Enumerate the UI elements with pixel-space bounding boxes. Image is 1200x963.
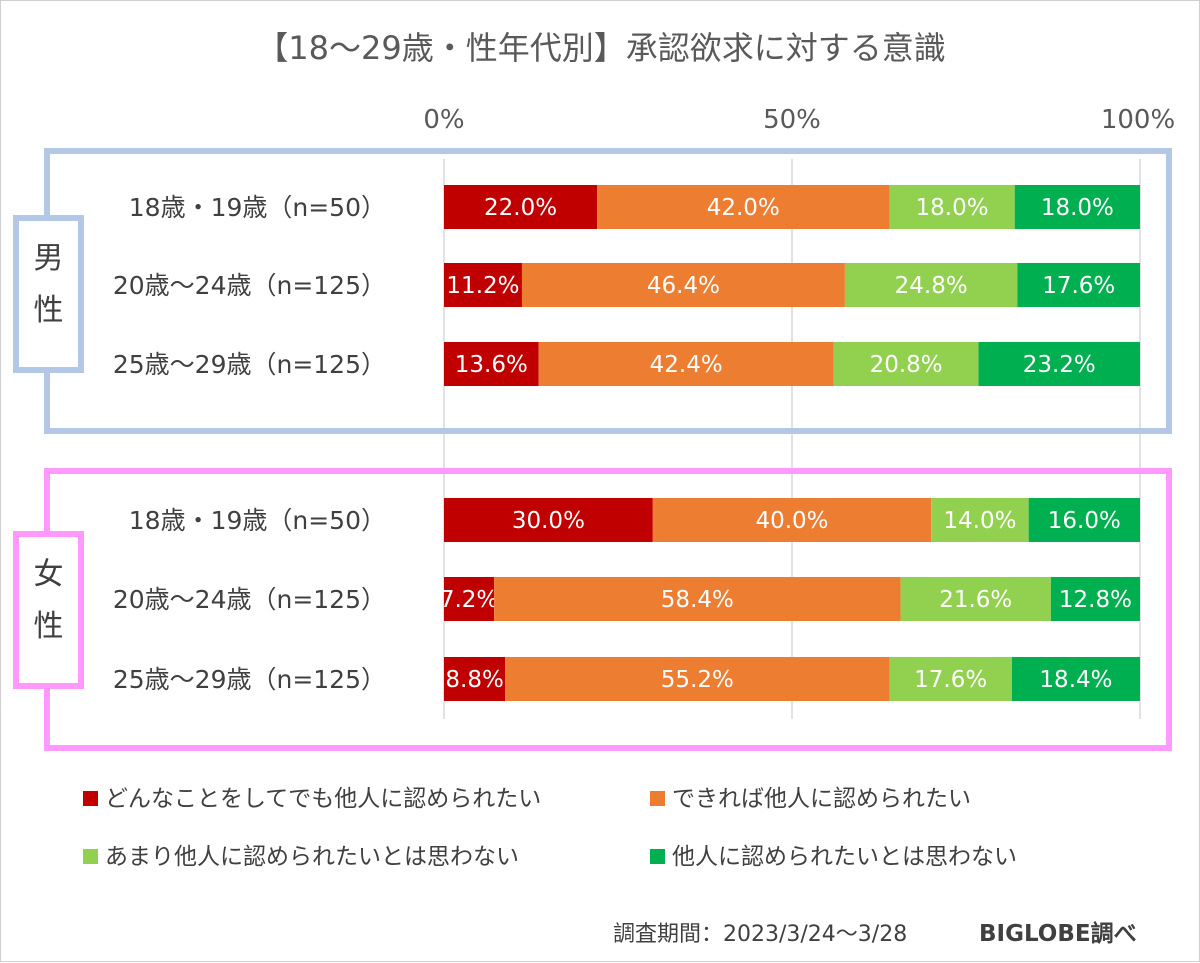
data-label: 55.2% [661, 667, 734, 693]
bar-row: 18歳・19歳（n=50） 22.0% 42.0% 18.0% 18.0% [129, 185, 1140, 229]
data-label: 20.8% [870, 352, 943, 378]
legend-swatch [83, 849, 98, 864]
bar-row: 18歳・19歳（n=50） 30.0% 40.0% 14.0% 16.0% [129, 498, 1140, 542]
x-tick-label: 100% [1101, 105, 1175, 135]
category-label: 25歳〜29歳（n=125） [113, 665, 386, 694]
bar-segment [833, 342, 979, 386]
bars: 18歳・19歳（n=50） 22.0% 42.0% 18.0% 18.0% 20歳〜24歳… [113, 185, 1140, 701]
data-label: 42.4% [650, 352, 723, 378]
data-label: 58.4% [661, 587, 734, 613]
group-label: 男性 [34, 241, 64, 328]
legend-label: あまり他人に認められたいとは思わない [105, 844, 519, 870]
bar-segment [444, 263, 522, 307]
data-label: 42.0% [707, 195, 780, 221]
legend-label: できれば他人に認められたい [672, 786, 971, 812]
x-tick-label: 0% [423, 105, 464, 135]
bar-segment [889, 185, 1015, 229]
chart-title: 【18〜29歳・性年代別】承認欲求に対する意識 [256, 29, 945, 67]
bar-segment [505, 657, 890, 701]
bar-segment [1011, 657, 1140, 701]
data-label: 21.6% [939, 587, 1012, 613]
legend-swatch [650, 849, 665, 864]
group-label-box [13, 531, 84, 689]
category-label: 20歳〜24歳（n=125） [113, 271, 386, 300]
data-label: 22.0% [484, 195, 557, 221]
legend-swatch [83, 791, 98, 806]
gridlines [443, 159, 1141, 719]
bar-row: 25歳〜29歳（n=125） 13.6% 42.4% 20.8% 23.2% [113, 342, 1140, 386]
survey-period: 調査期間：2023/3/24〜3/28 [613, 922, 907, 947]
data-label: 17.6% [914, 667, 987, 693]
data-label: 18.4% [1039, 667, 1112, 693]
legend-label: 他人に認められたいとは思わない [672, 844, 1017, 870]
bar-segment [444, 185, 598, 229]
category-label: 20歳〜24歳（n=125） [113, 585, 386, 614]
data-label: 14.0% [943, 508, 1016, 534]
legend-item: あまり他人に認められたいとは思わない [83, 844, 519, 870]
x-axis-ticks: 0% 50% 100% [423, 105, 1175, 135]
bar-segment [538, 342, 834, 386]
data-label: 7.2% [440, 587, 498, 613]
legend-item: できれば他人に認められたい [650, 786, 971, 812]
category-label: 25歳〜29歳（n=125） [113, 350, 386, 379]
bar-row: 25歳〜29歳（n=125） 8.8% 55.2% 17.6% 18.4% [113, 657, 1140, 701]
bar-segment [1014, 185, 1140, 229]
data-label: 24.8% [895, 273, 968, 299]
legend-swatch [650, 791, 665, 806]
data-label: 23.2% [1023, 352, 1096, 378]
bar-row: 20歳〜24歳（n=125） 7.2% 58.4% 21.6% 12.8% [113, 577, 1140, 621]
legend-label: どんなことをしてでも他人に認められたい [105, 786, 541, 812]
bar-segment [521, 263, 845, 307]
data-label: 12.8% [1059, 587, 1132, 613]
bar-segment [844, 263, 1018, 307]
bar-segment [444, 657, 506, 701]
bar-segment [597, 185, 890, 229]
data-label: 11.2% [446, 273, 519, 299]
x-tick-label: 50% [763, 105, 821, 135]
data-label: 40.0% [755, 508, 828, 534]
bar-segment [889, 657, 1012, 701]
bar-segment [900, 577, 1051, 621]
data-label: 17.6% [1042, 273, 1115, 299]
data-label: 46.4% [647, 273, 720, 299]
legend-item: どんなことをしてでも他人に認められたい [83, 786, 541, 812]
data-label: 30.0% [512, 508, 585, 534]
category-label: 18歳・19歳（n=50） [129, 193, 386, 222]
bar-segment [494, 577, 901, 621]
bar-segment [444, 498, 653, 542]
legend-item: 他人に認められたいとは思わない [650, 844, 1017, 870]
bar-segment [978, 342, 1140, 386]
bar-segment [444, 342, 539, 386]
bar-segment [444, 577, 495, 621]
bar-row: 20歳〜24歳（n=125） 11.2% 46.4% 24.8% 17.6% [113, 263, 1140, 307]
bar-segment [652, 498, 932, 542]
data-label: 18.0% [916, 195, 989, 221]
bar-segment [1017, 263, 1140, 307]
group-label-box [13, 215, 84, 373]
data-label: 8.8% [445, 667, 503, 693]
data-label: 13.6% [455, 352, 528, 378]
data-label: 16.0% [1048, 508, 1121, 534]
data-label: 18.0% [1041, 195, 1114, 221]
bar-segment [1028, 498, 1140, 542]
bar-segment [1050, 577, 1140, 621]
legend: どんなことをしてでも他人に認められたい できれば他人に認められたいあまり他人に認め… [83, 786, 1017, 870]
bar-segment [931, 498, 1029, 542]
category-label: 18歳・19歳（n=50） [129, 506, 386, 535]
group-label: 女性 [34, 557, 64, 644]
brand-credit: BIGLOBE調べ [979, 920, 1137, 947]
